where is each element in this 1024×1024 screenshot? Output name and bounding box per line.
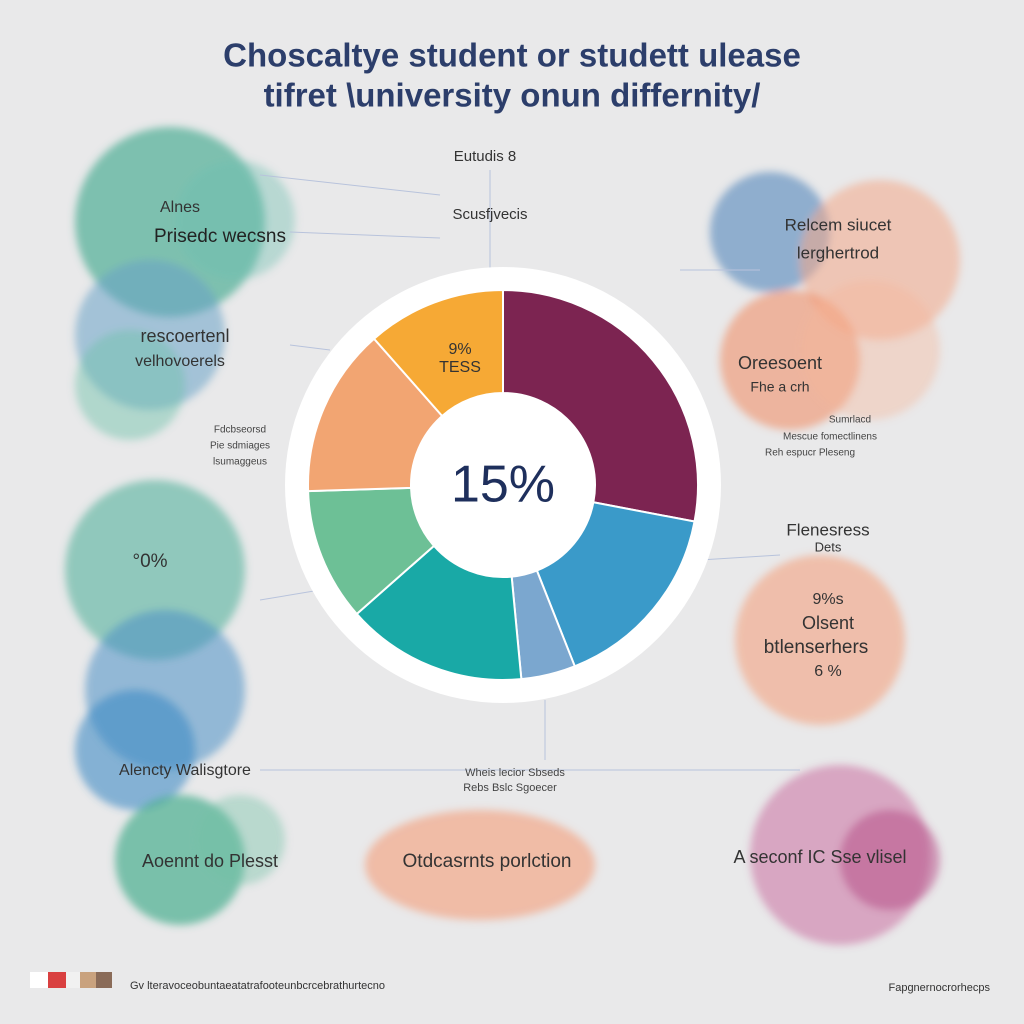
annotation: Aoennt do Plesst [142, 851, 278, 871]
annotation: Fdcbseorsd [214, 425, 266, 436]
annotation: lerghertrod [797, 243, 879, 262]
annotation: Pie sdmiages [210, 441, 270, 452]
annotation: Alencty Walisgtore [119, 762, 251, 779]
swatch [30, 972, 48, 988]
bubble [800, 280, 940, 420]
annotation: Scusfjvecis [452, 206, 527, 223]
bubble [75, 690, 195, 810]
subtitle: tifret \university onun differnity/ [264, 77, 761, 114]
annotation: 6 % [814, 663, 842, 680]
annotation: Sumrlacd [829, 415, 871, 426]
annotation: Flenesress [786, 520, 869, 539]
donut-hole [411, 393, 595, 577]
bubble [195, 795, 285, 885]
annotation: Prisedc wecsns [154, 226, 286, 247]
center-label: 15% [451, 456, 555, 514]
swatch [96, 972, 112, 988]
annotation: Mescue fomectlinens [783, 432, 877, 443]
connector [259, 589, 321, 601]
annotation: 9%s [812, 591, 843, 608]
annotation: Otdcasrnts porlction [403, 851, 572, 872]
connector [289, 344, 331, 351]
connectors [259, 170, 800, 771]
swatch [80, 972, 96, 988]
annotation: Relcem siucet [785, 215, 892, 234]
donut [307, 288, 699, 681]
annotation: Fhe a crh [750, 379, 809, 395]
annotation: rescoertenl [140, 326, 229, 346]
annotation: Dets [815, 539, 842, 554]
bubble [735, 555, 905, 725]
swatch [48, 972, 66, 988]
connector [699, 554, 781, 561]
bubble [365, 810, 595, 920]
bubble [65, 480, 245, 660]
bubble [710, 172, 830, 292]
slice-label: TESS [439, 359, 481, 376]
bubble [840, 810, 940, 910]
annotation: Rebs Bslc Sgoecer [463, 782, 557, 794]
swatch [66, 972, 80, 988]
footer-text: Fapgnernocrorhecps [888, 982, 990, 994]
annotation: btlenserhers [764, 637, 869, 658]
annotation: A seconf IC Sse vlisel [733, 847, 906, 867]
footer-text: Gv lteravoceobuntaeatatrafooteunbcrcebra… [130, 980, 385, 992]
connector [289, 231, 441, 239]
bubble [75, 330, 185, 440]
annotation: Alnes [160, 199, 200, 216]
bubbles [65, 127, 960, 945]
slice-label: 9% [448, 341, 471, 358]
annotation: velhovoerels [135, 353, 225, 370]
annotation: °0% [132, 551, 167, 572]
legend-swatches [30, 972, 112, 988]
annotation: Reh espucr Pleseng [765, 448, 855, 459]
connector [259, 174, 441, 196]
title: Choscaltye student or studett ulease [223, 37, 801, 74]
annotation: Oreesoent [738, 353, 822, 373]
annotation: Wheis lecior Sbseds [465, 767, 565, 779]
annotation: Eutudis 8 [454, 148, 517, 165]
bubble [175, 160, 295, 280]
annotation: lsumaggeus [213, 457, 267, 468]
annotation: Olsent [802, 613, 854, 633]
